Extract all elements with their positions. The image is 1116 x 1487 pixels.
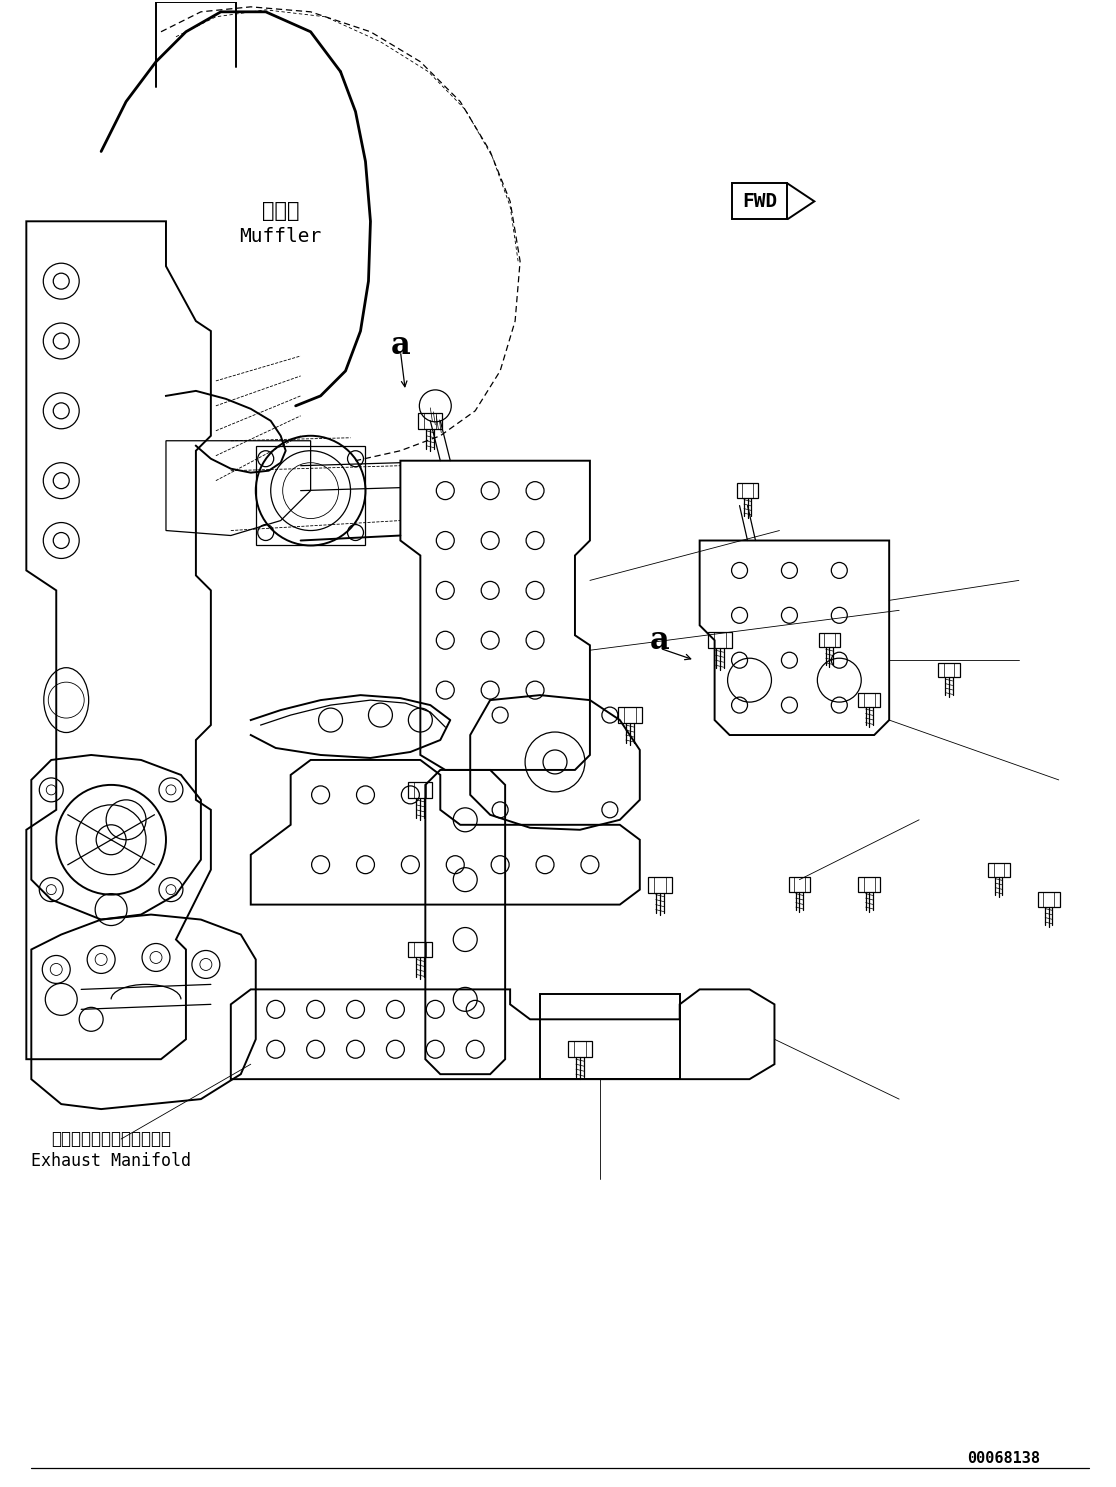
Text: a: a (391, 330, 411, 361)
Text: FWD: FWD (742, 192, 777, 211)
Text: エキゾーストマニホールド: エキゾーストマニホールド (51, 1130, 171, 1148)
Text: a: a (650, 625, 670, 656)
Text: Muffler: Muffler (240, 226, 321, 245)
Text: マフラ: マフラ (262, 201, 299, 222)
Text: Exhaust Manifold: Exhaust Manifold (31, 1152, 191, 1170)
Text: 00068138: 00068138 (968, 1451, 1040, 1466)
